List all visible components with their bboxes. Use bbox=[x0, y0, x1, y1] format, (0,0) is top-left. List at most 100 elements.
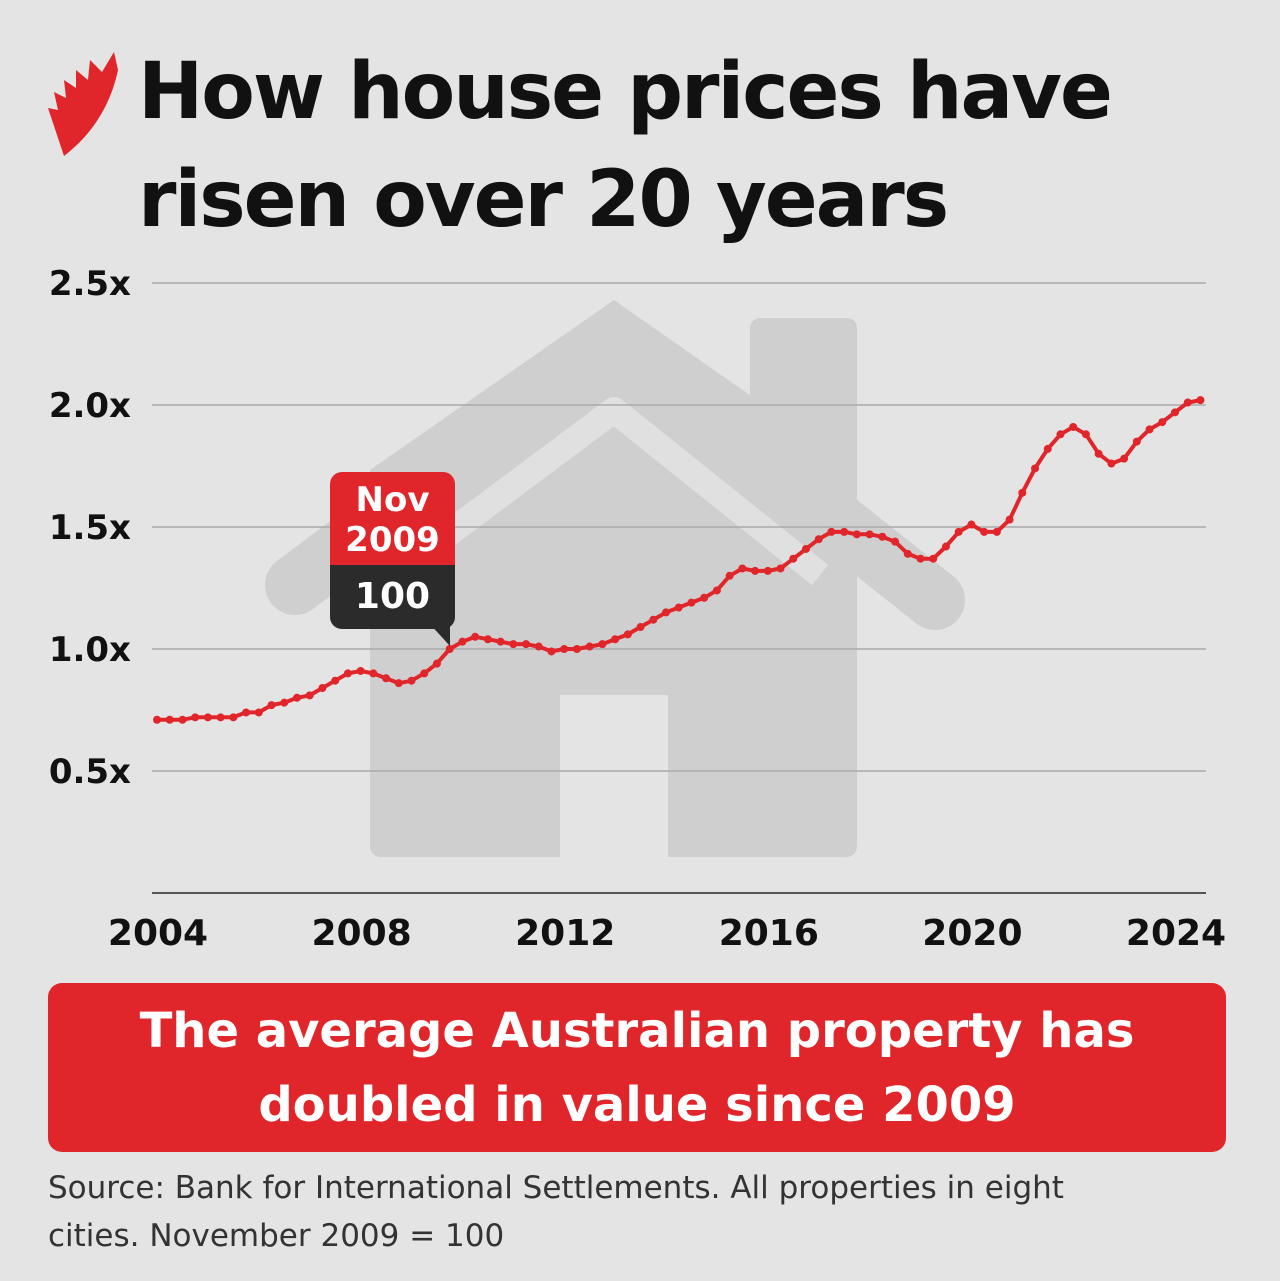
x-tick-label: 2004 bbox=[108, 913, 208, 954]
page-title: How house prices have risen over 20 year… bbox=[138, 47, 1113, 245]
data-point bbox=[967, 520, 976, 529]
data-point bbox=[1120, 454, 1129, 463]
data-point bbox=[636, 623, 645, 632]
y-tick-label: 1.0x bbox=[49, 630, 131, 670]
summary-banner: The average Australian property has doub… bbox=[48, 983, 1226, 1152]
data-point bbox=[751, 566, 760, 575]
data-point bbox=[929, 554, 938, 563]
data-point bbox=[1158, 418, 1167, 427]
data-point bbox=[1043, 444, 1052, 453]
y-tick-label: 1.5x bbox=[49, 508, 131, 548]
data-point bbox=[318, 684, 327, 693]
data-point bbox=[891, 537, 900, 546]
data-point bbox=[394, 679, 403, 688]
data-point bbox=[331, 676, 340, 685]
data-point bbox=[1132, 437, 1141, 446]
data-point bbox=[865, 530, 874, 539]
x-tick-label: 2016 bbox=[719, 913, 819, 954]
data-point bbox=[1081, 430, 1090, 439]
annotation-year: 2009 bbox=[345, 520, 440, 560]
annotation-month: Nov bbox=[355, 480, 430, 520]
data-point bbox=[840, 527, 849, 536]
data-point bbox=[687, 598, 696, 607]
y-tick-label: 0.5x bbox=[49, 752, 131, 792]
data-point bbox=[356, 666, 365, 675]
data-point bbox=[700, 593, 709, 602]
data-point bbox=[662, 608, 670, 617]
data-point bbox=[941, 542, 950, 551]
data-point bbox=[1005, 515, 1014, 524]
data-point bbox=[305, 691, 314, 700]
data-point bbox=[1145, 425, 1154, 434]
data-point bbox=[432, 659, 441, 668]
data-point bbox=[598, 640, 607, 649]
data-point bbox=[483, 635, 492, 644]
data-point bbox=[471, 632, 480, 641]
data-point bbox=[382, 674, 391, 683]
data-point bbox=[725, 571, 734, 580]
sbs-logo bbox=[48, 52, 118, 156]
data-point bbox=[407, 676, 416, 685]
data-point bbox=[242, 708, 251, 717]
y-tick-label: 2.0x bbox=[49, 386, 131, 426]
annotation-pointer bbox=[428, 622, 450, 646]
data-point bbox=[674, 603, 683, 612]
data-point bbox=[585, 642, 594, 651]
x-tick-label: 2012 bbox=[515, 913, 615, 954]
data-point bbox=[191, 713, 200, 722]
data-point bbox=[254, 708, 263, 717]
data-point bbox=[980, 527, 989, 536]
source-note: Source: Bank for International Settlemen… bbox=[48, 1164, 1248, 1260]
data-point bbox=[738, 564, 747, 573]
y-tick-label: 2.5x bbox=[49, 264, 131, 304]
data-point bbox=[522, 640, 531, 649]
data-point bbox=[178, 715, 187, 724]
data-point bbox=[1094, 449, 1103, 458]
data-point bbox=[229, 713, 238, 722]
data-point bbox=[712, 586, 721, 595]
data-point bbox=[623, 630, 632, 639]
data-point bbox=[496, 637, 505, 646]
data-point bbox=[1056, 430, 1065, 439]
data-point bbox=[814, 535, 823, 544]
data-point bbox=[560, 645, 569, 653]
data-point bbox=[789, 554, 798, 563]
data-point bbox=[954, 527, 963, 536]
data-point bbox=[369, 669, 378, 678]
data-point bbox=[1031, 464, 1040, 473]
data-point bbox=[776, 564, 785, 573]
data-point bbox=[445, 645, 454, 653]
data-point bbox=[1107, 459, 1116, 468]
annotation-value-label: 100 bbox=[330, 565, 455, 629]
data-point bbox=[292, 693, 301, 702]
data-point bbox=[649, 615, 658, 624]
banner-line-2: doubled in value since 2009 bbox=[258, 1076, 1016, 1133]
data-point bbox=[343, 669, 352, 678]
data-point bbox=[509, 640, 518, 649]
data-point bbox=[267, 701, 276, 710]
data-point bbox=[992, 527, 1001, 536]
source-line-2: cities. November 2009 = 100 bbox=[48, 1218, 505, 1254]
data-point bbox=[1069, 422, 1078, 431]
data-point bbox=[1196, 396, 1205, 405]
data-point bbox=[153, 715, 161, 724]
data-point bbox=[852, 530, 861, 539]
data-point bbox=[420, 669, 429, 678]
data-point bbox=[878, 532, 887, 541]
x-tick-label: 2020 bbox=[922, 913, 1022, 954]
data-point bbox=[216, 713, 225, 722]
annotation-date-label: Nov 2009 bbox=[330, 472, 455, 568]
data-point bbox=[572, 645, 581, 653]
data-point bbox=[903, 549, 912, 558]
source-line-1: Source: Bank for International Settlemen… bbox=[48, 1170, 1064, 1206]
data-point bbox=[763, 566, 772, 575]
data-point bbox=[547, 647, 556, 656]
x-tick-label: 2024 bbox=[1126, 913, 1226, 954]
data-point bbox=[165, 715, 174, 724]
data-point bbox=[203, 713, 212, 722]
data-point bbox=[611, 635, 620, 644]
data-point bbox=[458, 637, 467, 646]
banner-line-1: The average Australian property has bbox=[139, 1002, 1135, 1059]
data-point bbox=[1018, 488, 1027, 497]
